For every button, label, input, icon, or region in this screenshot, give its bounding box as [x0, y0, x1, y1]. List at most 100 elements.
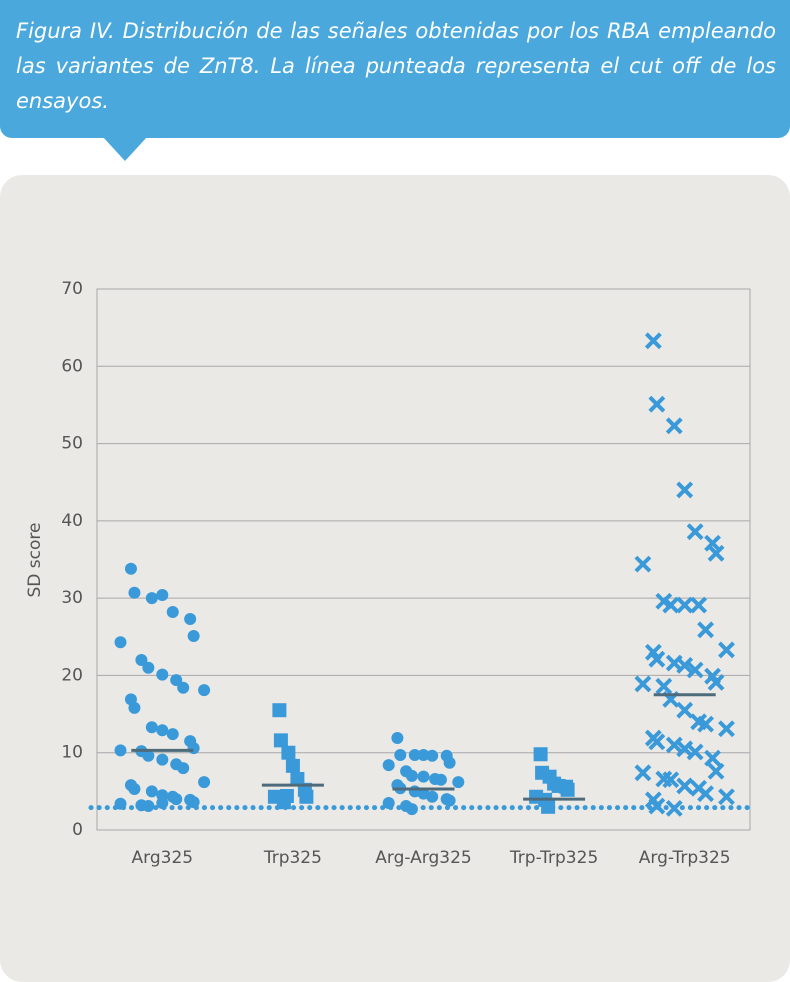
point [662, 771, 680, 789]
point [417, 770, 430, 783]
x-tick-label: Arg-Trp325 [639, 848, 731, 868]
point [273, 733, 288, 748]
point [686, 523, 704, 541]
point [198, 684, 211, 697]
point [285, 758, 300, 773]
point [114, 744, 127, 757]
point [676, 596, 694, 614]
point [676, 777, 694, 795]
y-axis-label: SD score [25, 523, 45, 598]
point [299, 789, 314, 804]
point [187, 630, 200, 643]
point [142, 749, 155, 762]
point [156, 668, 169, 681]
chart-panel [0, 175, 790, 982]
point [452, 776, 465, 789]
point [128, 701, 141, 714]
point [686, 743, 704, 761]
point [156, 753, 169, 766]
point [156, 589, 169, 602]
point [718, 641, 735, 659]
y-tick-label: 20 [61, 665, 83, 685]
point [662, 596, 680, 614]
y-tick-label: 70 [61, 279, 83, 299]
point [142, 661, 155, 674]
point [707, 673, 725, 691]
point [382, 759, 395, 772]
y-tick-label: 10 [61, 743, 83, 763]
point [676, 701, 694, 719]
point [648, 650, 666, 668]
point [676, 656, 694, 674]
point [198, 776, 211, 789]
point [135, 653, 148, 666]
point [128, 586, 141, 599]
point [634, 764, 652, 782]
point [128, 783, 141, 796]
point [394, 749, 407, 762]
point [279, 788, 294, 803]
point [114, 636, 127, 649]
point [170, 793, 183, 806]
point [634, 555, 652, 573]
point [541, 799, 556, 814]
point [177, 762, 190, 775]
point [391, 732, 404, 745]
plot-border [96, 288, 751, 831]
point [434, 773, 447, 786]
point [405, 769, 418, 782]
point [697, 785, 715, 803]
point [426, 749, 439, 762]
point [156, 724, 169, 737]
point [704, 749, 721, 767]
point [665, 736, 683, 754]
point [533, 747, 548, 762]
point [443, 756, 456, 769]
x-tick-label: Trp-Trp325 [509, 848, 598, 868]
point [634, 675, 652, 693]
caption: Figura IV. Distribución de las señales o… [0, 0, 790, 138]
point [718, 720, 735, 738]
point [697, 621, 715, 639]
point [690, 596, 708, 614]
point [707, 544, 725, 562]
x-tick-label: Trp325 [263, 848, 322, 868]
point [187, 742, 200, 755]
point [166, 606, 179, 619]
point [408, 749, 421, 762]
y-tick-label: 30 [61, 588, 83, 608]
point [644, 332, 662, 350]
point [177, 681, 190, 694]
point [166, 728, 179, 741]
caption-pointer [103, 137, 147, 161]
point [560, 782, 575, 797]
point [648, 733, 666, 751]
y-tick-label: 0 [72, 820, 83, 840]
point [697, 715, 715, 733]
point [145, 721, 158, 734]
point [426, 790, 439, 803]
point [272, 703, 287, 718]
x-tick-label: Arg325 [132, 848, 194, 868]
point [124, 562, 137, 575]
point [443, 794, 456, 807]
y-tick-label: 40 [61, 511, 83, 531]
point [665, 417, 683, 435]
point [417, 749, 430, 762]
point [145, 785, 158, 798]
y-tick-label: 60 [61, 356, 83, 376]
point [281, 745, 296, 760]
point [184, 613, 197, 626]
point [686, 661, 704, 679]
x-tick-label: Arg-Arg325 [375, 848, 471, 868]
y-tick-label: 50 [61, 434, 83, 454]
point [290, 771, 305, 786]
point [707, 762, 725, 780]
point [676, 481, 694, 499]
point [655, 677, 673, 695]
point [170, 674, 183, 687]
point [145, 592, 158, 605]
point [718, 788, 735, 806]
